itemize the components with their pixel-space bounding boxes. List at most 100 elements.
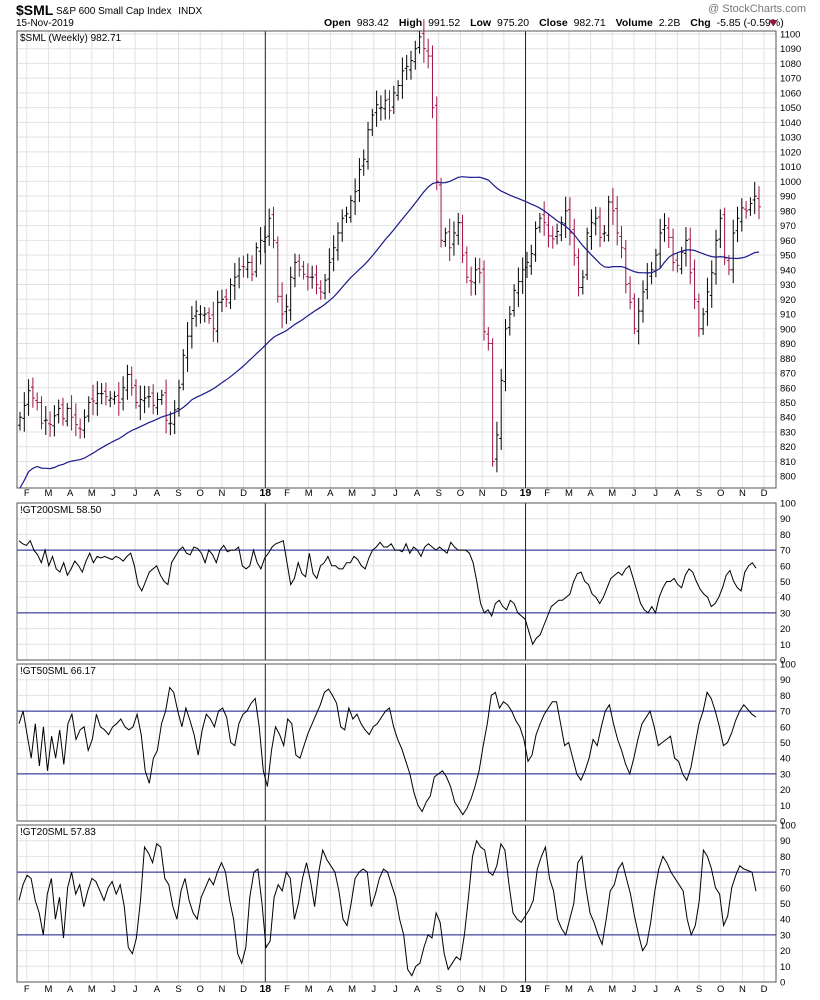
ohlc-bar <box>292 253 297 288</box>
y-tick-label: 90 <box>780 836 791 847</box>
ohlc-bar <box>340 209 345 242</box>
volume-label: Volume <box>616 17 653 29</box>
ohlc-bar <box>202 306 207 323</box>
ohlc-bar <box>18 411 22 431</box>
y-tick-label: 930 <box>780 280 796 291</box>
x-tick-label: M <box>348 488 356 499</box>
ohlc-bar <box>305 263 310 291</box>
y-tick-label: 890 <box>780 339 796 350</box>
y-tick-label: 0 <box>780 978 785 989</box>
x-tick-label: F <box>284 984 290 995</box>
ohlc-bar <box>353 178 358 215</box>
ohlc-bars <box>18 19 761 473</box>
ohlc-bar <box>628 276 633 310</box>
ohlc-bar <box>318 280 323 300</box>
y-tick-label: 1020 <box>780 147 801 158</box>
ohlc-bar <box>310 265 315 289</box>
x-tick-label: J <box>111 984 116 995</box>
ohlc-bar <box>464 246 469 284</box>
y-tick-label: 1080 <box>780 59 801 70</box>
ohlc-bar <box>606 195 611 242</box>
panel-legend: !GT20SML 57.83 <box>20 827 96 838</box>
y-tick-label: 10 <box>780 962 791 973</box>
index-name: S&P 600 Small Cap Index INDX <box>56 6 202 17</box>
chart-header: $SML S&P 600 Small Cap Index INDX @ Stoc… <box>16 2 806 29</box>
ohlc-bar <box>284 294 289 325</box>
x-tick-label: J <box>371 984 376 995</box>
panel-2: 0 10 20 30 40 50 60 70 80 90 100 !GT50SML 66.17 <box>16 660 796 828</box>
y-tick-label: 1010 <box>780 162 801 173</box>
ohlc-bar <box>408 50 413 80</box>
ohlc-bar <box>696 293 701 337</box>
ohlc-bar <box>619 225 624 259</box>
ohlc-bar <box>172 400 177 435</box>
y-tick-label: 100 <box>780 499 796 510</box>
ohlc-bar <box>671 228 676 272</box>
quote-date: 15-Nov-2019 <box>16 18 74 29</box>
x-tick-label: J <box>133 488 138 499</box>
ohlc-bar <box>241 255 246 278</box>
ohlc-bar <box>237 257 242 289</box>
y-tick-label: 1030 <box>780 133 801 144</box>
y-tick-label: 840 <box>780 413 796 424</box>
ohlc-bar <box>99 383 104 405</box>
moving-average-line <box>19 176 760 489</box>
x-tick-label: M <box>348 984 356 995</box>
indicator-line <box>18 839 757 977</box>
y-tick-label: 800 <box>780 472 796 483</box>
y-tick-label: 1000 <box>780 177 801 188</box>
y-tick-label: 1090 <box>780 44 801 55</box>
y-tick-label: 920 <box>780 295 796 306</box>
x-tick-label: S <box>175 488 181 499</box>
x-tick-label: F <box>24 488 30 499</box>
ohlc-bar <box>486 327 491 351</box>
quote-values: Open 983.42 High 991.52 Low 975.20 Close… <box>324 17 784 29</box>
ohlc-bar <box>297 254 302 277</box>
x-tick-label: A <box>67 984 74 995</box>
ohlc-bar <box>731 219 736 284</box>
y-tick-label: 100 <box>780 821 796 832</box>
ohlc-bar <box>86 396 91 423</box>
ohlc-bar <box>524 251 529 279</box>
ohlc-bar <box>413 40 418 70</box>
y-tick-label: 850 <box>780 398 796 409</box>
x-tick-label: 18 <box>259 487 271 499</box>
ohlc-bar <box>404 54 409 80</box>
y-tick-label: 70 <box>780 707 791 718</box>
ohlc-bar <box>288 266 293 321</box>
ohlc-bar <box>65 403 70 427</box>
ohlc-bar <box>254 242 259 278</box>
x-tick-label: F <box>284 488 290 499</box>
y-tick-label: 20 <box>780 946 791 957</box>
x-tick-label: O <box>457 984 464 995</box>
high-value: 991.52 <box>428 17 460 29</box>
ohlc-bar <box>207 307 212 324</box>
ohlc-bar <box>451 221 456 256</box>
panel-frame <box>16 30 777 489</box>
x-tick-label: N <box>739 984 746 995</box>
ohlc-bar <box>473 257 478 296</box>
ohlc-bar <box>567 197 572 246</box>
x-tick-label: J <box>632 984 637 995</box>
ohlc-bar <box>469 266 474 296</box>
panel-0: 800 810 820 830 840 850 860 870 880 890 900 910 920 9… <box>16 19 801 489</box>
y-tick-label: 80 <box>780 852 791 863</box>
x-tick-label: O <box>717 488 724 499</box>
ohlc-bar <box>30 377 35 408</box>
x-tick-label: 19 <box>520 487 532 499</box>
ohlc-bar <box>224 288 229 308</box>
ohlc-bar <box>271 206 276 249</box>
ohlc-bar <box>366 121 371 170</box>
ohlc-bar <box>615 196 620 246</box>
ohlc-bar <box>348 195 353 223</box>
x-tick-label: F <box>24 984 30 995</box>
x-axis-labels: F M A M J J A S O N D 18 F M A M J J A S O N D 19 F M A M J J A S O N D <box>24 983 768 995</box>
x-tick-label: F <box>544 488 550 499</box>
x-tick-label: A <box>327 488 334 499</box>
y-tick-label: 40 <box>780 915 791 926</box>
y-tick-label: 810 <box>780 457 796 468</box>
ohlc-bar <box>258 227 263 265</box>
ohlc-bar <box>623 240 628 294</box>
ohlc-bar <box>198 305 203 324</box>
